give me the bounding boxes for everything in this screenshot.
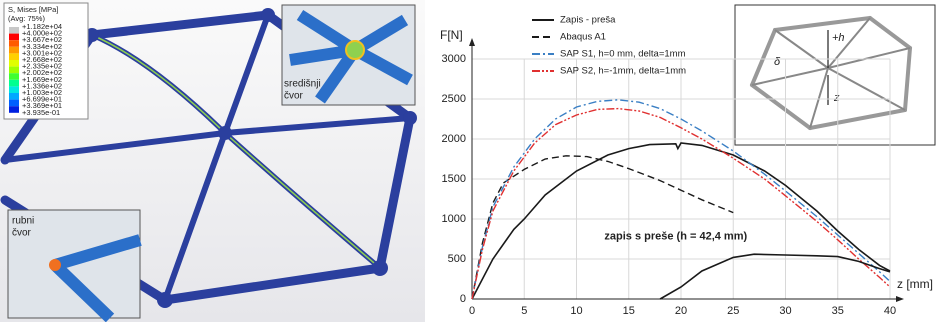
fem-model: S, Mises [MPa] (Avg: 75%) središnji čvor…	[0, 0, 425, 322]
fem-legend-subtitle: (Avg: 75%)	[8, 14, 45, 23]
color-swatch	[9, 86, 19, 93]
fem-legend-value: +3.935e-01	[22, 108, 60, 117]
inset-label: središnji	[284, 79, 321, 90]
series-line	[471, 142, 891, 300]
x-tick-label: 15	[623, 305, 635, 317]
x-tick-label: 25	[727, 305, 739, 317]
fem-legend-value: +2.335e+02	[22, 62, 62, 71]
color-swatch	[9, 99, 19, 107]
y-tick-label: 2000	[442, 133, 466, 145]
color-swatch	[9, 33, 19, 41]
fem-legend-value: +6.699e+01	[22, 95, 62, 104]
y-axis-label: F[N]	[440, 28, 463, 42]
x-tick-label: 35	[832, 305, 844, 317]
fem-legend-value: +3.667e+02	[22, 35, 62, 44]
inset-center-node	[345, 40, 365, 60]
inset-frame-bars	[750, 16, 912, 130]
inset-annotation: +h	[832, 32, 845, 44]
inset-annotation: δ	[774, 56, 781, 68]
inset-label: čvor	[12, 228, 32, 239]
legend-label: Zapis - preša	[560, 15, 616, 26]
y-tick-label: 3000	[442, 53, 466, 65]
x-tick-label: 5	[521, 305, 527, 317]
color-swatch	[9, 106, 19, 113]
fem-legend-value: +2.002e+02	[22, 68, 62, 77]
color-swatch	[9, 53, 19, 60]
color-swatch	[9, 73, 19, 80]
y-tick-label: 2500	[442, 93, 466, 105]
x-axis-label: z [mm]	[897, 277, 933, 291]
y-tick-label: 1500	[442, 173, 466, 185]
inset-frame-diagonals	[751, 17, 911, 129]
inset-annotation: z	[833, 92, 840, 104]
x-tick-label: 20	[675, 305, 687, 317]
y-tick-label: 500	[448, 253, 466, 265]
x-tick-label: 10	[570, 305, 582, 317]
fem-legend-title: S, Mises [MPa]	[8, 5, 58, 14]
x-arrow	[896, 296, 904, 302]
inset-edge-beams	[50, 234, 142, 322]
legend-label: Abaqus A1	[560, 32, 606, 43]
fem-legend-value: +1.336e+02	[22, 81, 62, 90]
fem-legend-value: +4.000e+02	[22, 29, 62, 38]
color-swatch	[9, 79, 19, 87]
color-swatch	[9, 46, 19, 54]
color-swatch	[9, 27, 19, 34]
x-tick-label: 40	[884, 305, 896, 317]
color-swatch	[9, 60, 19, 67]
y-tick-label: 0	[460, 293, 466, 305]
inset-label: čvor	[284, 91, 304, 102]
legend-label: SAP S1, h=0 mm, delta=1mm	[560, 49, 686, 60]
color-swatch	[9, 93, 19, 100]
fem-legend-value: +1.003e+02	[22, 88, 62, 97]
annotation: zapis s preše (h = 42,4 mm)	[604, 231, 747, 243]
series-line	[471, 107, 891, 300]
inset-label: rubni	[12, 216, 34, 227]
fem-legend-value: +3.334e+02	[22, 42, 62, 51]
fem-legend-value: +1.182e+04	[22, 22, 62, 31]
x-tick-label: 30	[779, 305, 791, 317]
legend-label: SAP S2, h=-1mm, delta=1mm	[560, 66, 686, 77]
fem-legend-value: +2.668e+02	[22, 55, 62, 64]
fem-legend-value: +3.369e+01	[22, 101, 62, 110]
x-tick-label: 0	[469, 305, 475, 317]
series-line	[471, 155, 734, 300]
fem-legend-value: +3.001e+02	[22, 48, 62, 57]
nodes	[85, 8, 417, 308]
y-arrow	[469, 38, 475, 46]
inset-edge-node	[49, 259, 61, 271]
fem-legend-value: +1.669e+02	[22, 75, 62, 84]
color-swatch	[9, 40, 19, 47]
color-swatch	[9, 66, 19, 74]
series-line	[471, 99, 891, 300]
series-line	[659, 253, 891, 300]
frame-inset: +h δ z	[734, 4, 936, 146]
y-tick-label: 1000	[442, 213, 466, 225]
